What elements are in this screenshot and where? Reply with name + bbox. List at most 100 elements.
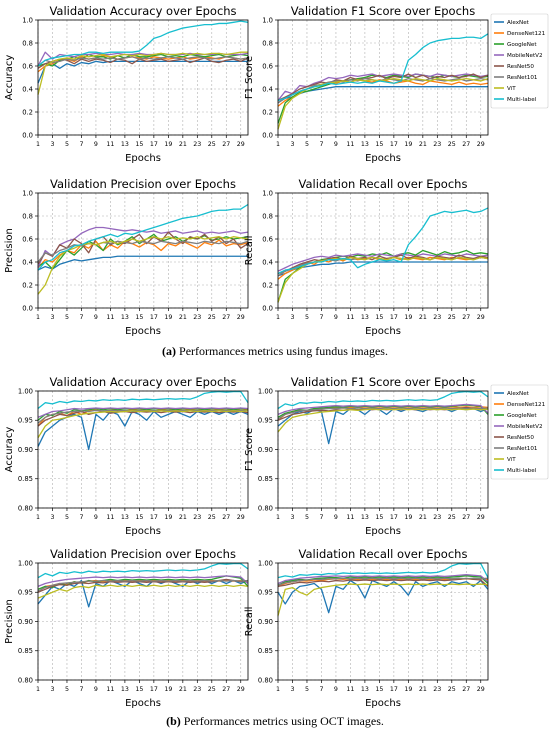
x-tick-label: 9 (334, 514, 338, 521)
x-tick-label: 1 (276, 314, 280, 321)
x-axis-label: Epochs (365, 526, 401, 537)
y-tick-label: 0.85 (258, 475, 273, 483)
x-tick-label: 15 (375, 314, 383, 321)
x-tick-label: 13 (361, 686, 369, 693)
y-tick-label: 0.2 (22, 108, 33, 116)
legend-label: Multi-label (507, 97, 537, 103)
x-axis-label: Epochs (365, 153, 401, 164)
x-tick-label: 19 (404, 141, 412, 148)
x-tick-label: 27 (462, 314, 470, 321)
plot-area (38, 20, 248, 135)
x-tick-label: 11 (346, 514, 354, 521)
y-tick-label: 0.4 (22, 258, 33, 266)
x-tick-label: 21 (179, 314, 187, 321)
legend: AlexNet DenseNet121 GoogleNet MobileNetV2 Re… (490, 384, 549, 480)
x-tick-label: 9 (94, 314, 98, 321)
x-axis-label: Epochs (365, 326, 401, 337)
x-tick-label: 9 (94, 686, 98, 693)
chart-5: 1 3 5 7 9 11 13 15 17 19 21 23 25 27 290.800.850.900.9… (4, 375, 249, 537)
x-tick-label: 29 (477, 686, 485, 693)
axes-frame (37, 19, 249, 136)
chart-1: 1 3 5 7 9 11 13 15 17 19 21 23 25 27 290.00.20.40.60.8… (4, 4, 249, 164)
x-tick-label: 9 (334, 141, 338, 148)
x-tick-label: 3 (50, 141, 54, 148)
x-tick-label: 5 (65, 514, 69, 521)
x-tick-label: 29 (477, 141, 485, 148)
series-line-multi-label (277, 33, 489, 102)
y-tick-label: 0.6 (262, 235, 273, 243)
x-tick-label: 5 (305, 686, 309, 693)
chart-6: 1 3 5 7 9 11 13 15 17 19 21 23 25 27 290.800.850.900.9… (244, 375, 549, 537)
chart-title: Validation Precision over Epochs (50, 547, 236, 561)
chart-8: 1 3 5 7 9 11 13 15 17 19 21 23 25 27 290.800.850.900.9… (244, 547, 489, 709)
x-tick-label: 7 (319, 514, 323, 521)
x-tick-label: 19 (164, 314, 172, 321)
y-tick-label: 0.95 (258, 417, 273, 425)
x-tick-label: 11 (346, 141, 354, 148)
series-line-mobilenetv2 (37, 575, 249, 588)
x-tick-label: 5 (65, 686, 69, 693)
x-tick-label: 21 (419, 141, 427, 148)
y-tick-label: 0.85 (258, 647, 273, 655)
x-axis-label: Epochs (125, 153, 161, 164)
chart-title: Validation F1 Score over Epochs (291, 375, 475, 389)
y-tick-label: 0.0 (262, 131, 273, 139)
x-tick-label: 19 (404, 686, 412, 693)
series-line-densenet121 (37, 239, 249, 269)
y-tick-label: 0.4 (262, 258, 273, 266)
x-tick-label: 27 (222, 314, 230, 321)
caption-a-text: Performances metrics using fundus images… (176, 344, 388, 358)
series-line-multi-label (277, 390, 489, 410)
x-tick-label: 7 (319, 686, 323, 693)
x-tick-label: 5 (65, 141, 69, 148)
x-tick-label: 21 (179, 141, 187, 148)
y-tick-label: 0.4 (262, 85, 273, 93)
x-tick-label: 29 (477, 514, 485, 521)
y-tick-label: 0.90 (18, 618, 33, 626)
series-line-multi-label (37, 390, 249, 410)
x-tick-label: 27 (222, 514, 230, 521)
y-tick-label: 0.85 (18, 647, 33, 655)
series-line-resnet101 (277, 407, 489, 420)
y-tick-label: 0.8 (262, 39, 273, 47)
y-tick-label: 0.8 (262, 212, 273, 220)
x-tick-label: 19 (164, 141, 172, 148)
x-axis-label: Epochs (125, 526, 161, 537)
x-tick-label: 9 (334, 314, 338, 321)
x-tick-label: 7 (79, 514, 83, 521)
y-tick-label: 1.0 (22, 189, 33, 197)
x-tick-label: 13 (121, 314, 129, 321)
y-tick-label: 0.80 (18, 504, 33, 512)
legend-label: AlexNet (507, 20, 530, 26)
x-tick-label: 11 (346, 314, 354, 321)
legend-label: ResNet101 (507, 446, 538, 452)
caption-b-text: Performances metrics using OCT images. (180, 714, 384, 728)
x-tick-label: 17 (150, 686, 158, 693)
x-tick-label: 3 (50, 314, 54, 321)
series-line-multi-label (37, 20, 249, 67)
legend-label: ViT (507, 457, 516, 463)
y-tick-label: 0.0 (262, 304, 273, 312)
x-tick-label: 27 (462, 686, 470, 693)
x-tick-label: 13 (361, 314, 369, 321)
legend-label: ResNet50 (507, 64, 534, 70)
series-line-vit (37, 236, 249, 295)
y-axis-label: F1 Score (244, 428, 255, 471)
x-tick-label: 7 (319, 314, 323, 321)
legend-label: DenseNet121 (507, 31, 546, 37)
series-line-resnet50 (37, 231, 249, 265)
series-line-mobilenetv2 (277, 403, 489, 416)
caption-b-label: (b) (166, 714, 181, 728)
x-tick-label: 21 (179, 514, 187, 521)
x-tick-label: 25 (448, 314, 456, 321)
y-tick-label: 0.0 (22, 304, 33, 312)
x-tick-label: 7 (79, 686, 83, 693)
x-tick-label: 17 (150, 314, 158, 321)
series-line-multi-label (37, 562, 249, 579)
y-tick-label: 0.85 (18, 475, 33, 483)
y-axis-label: F1 Score (244, 56, 255, 99)
y-tick-label: 0.95 (18, 417, 33, 425)
x-tick-label: 23 (433, 686, 441, 693)
caption-a-label: (a) (162, 344, 177, 358)
x-tick-label: 7 (319, 141, 323, 148)
